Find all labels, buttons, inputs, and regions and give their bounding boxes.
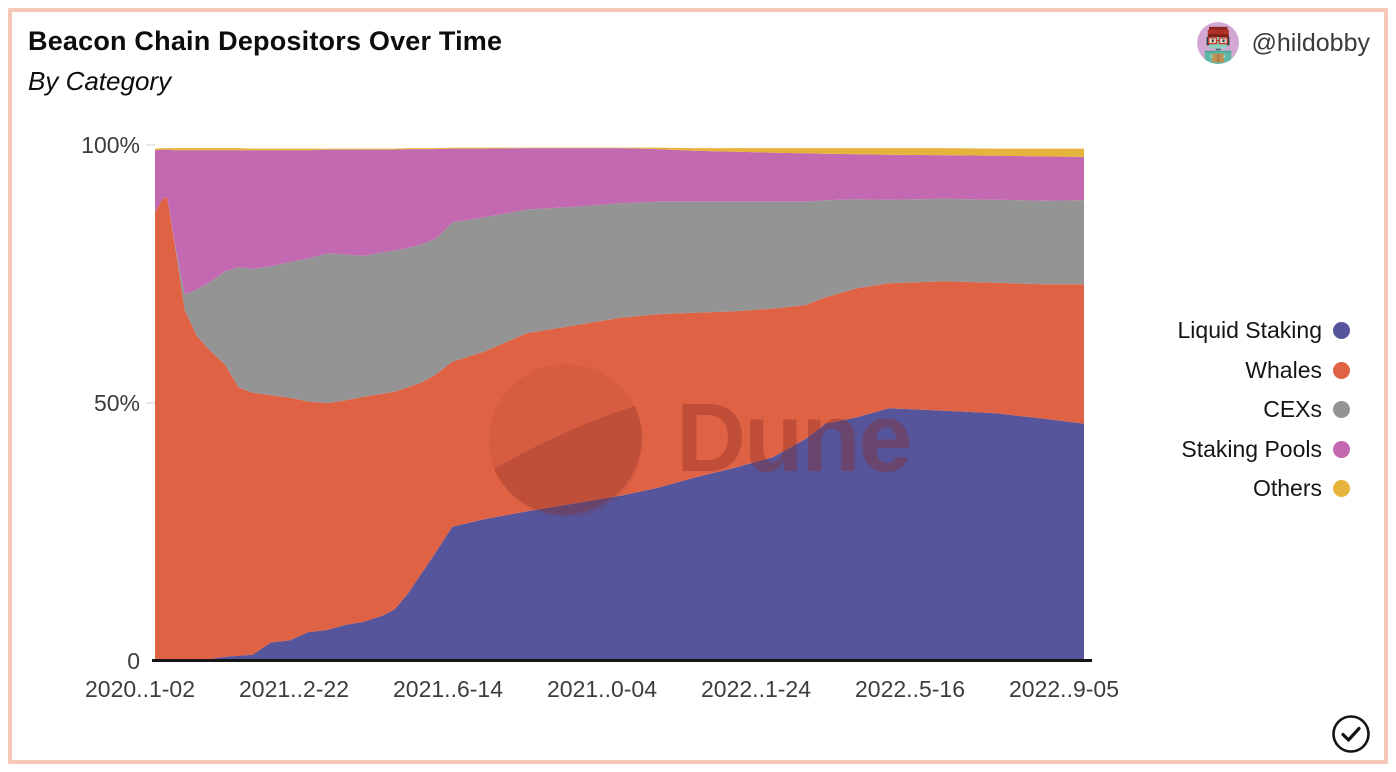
author-handle[interactable]: @hildobby (1251, 28, 1370, 57)
x-tick-5: 2022..5-16 (855, 676, 965, 702)
y-tick-0: 0 (127, 648, 140, 674)
legend-item-staking-pools[interactable]: Staking Pools (1178, 430, 1350, 470)
legend-label: CEXs (1263, 396, 1322, 423)
x-tick-0: 2020..1-02 (85, 676, 195, 702)
x-tick-3: 2021..0-04 (547, 676, 657, 702)
page-subtitle: By Category (28, 66, 172, 96)
legend-dot-whales-icon (1333, 361, 1350, 379)
legend-item-cexs[interactable]: CEXs (1178, 390, 1350, 430)
legend-item-others[interactable]: Others (1178, 469, 1350, 509)
area-series-liquid-staking[interactable] (155, 408, 1084, 661)
legend-label: Others (1252, 475, 1322, 502)
legend-label: Staking Pools (1181, 435, 1322, 462)
area-series-whales[interactable] (155, 196, 1084, 661)
x-tick-2: 2021..6-14 (393, 676, 503, 702)
verified-check-icon[interactable] (1330, 713, 1372, 755)
area-series-cexs[interactable] (155, 196, 1084, 403)
x-tick-4: 2022..1-24 (701, 676, 811, 702)
y-tick-100: 100% (81, 132, 140, 158)
legend-dot-others-icon (1333, 480, 1350, 498)
dune-watermark: Dune (489, 364, 913, 518)
area-series-others[interactable] (155, 147, 1084, 157)
author-block[interactable]: @hildobby (1197, 22, 1370, 64)
x-axis-line (146, 144, 1092, 662)
legend-dot-liquid-staking-icon (1333, 322, 1350, 340)
page-title: Beacon Chain Depositors Over Time (28, 26, 503, 56)
legend-item-liquid-staking[interactable]: Liquid Staking (1177, 311, 1350, 351)
x-tick-6: 2022..9-05 (1009, 676, 1119, 702)
y-tick-50: 50% (93, 390, 140, 416)
legend-item-whales[interactable]: Whales (1178, 351, 1350, 391)
legend-dot-cexs-icon (1333, 401, 1350, 419)
area-series-staking-pools[interactable] (155, 148, 1084, 295)
legend-label: Whales (1245, 356, 1322, 383)
legend-label: Liquid Staking (1177, 317, 1323, 344)
x-tick-1: 2021..2-22 (239, 676, 349, 702)
legend-dot-staking-pools-icon (1333, 440, 1350, 458)
legend: Liquid Staking Whales CEXs Staking Pools… (1177, 311, 1350, 509)
avatar[interactable] (1197, 22, 1240, 64)
watermark-text: Dune (676, 383, 911, 492)
